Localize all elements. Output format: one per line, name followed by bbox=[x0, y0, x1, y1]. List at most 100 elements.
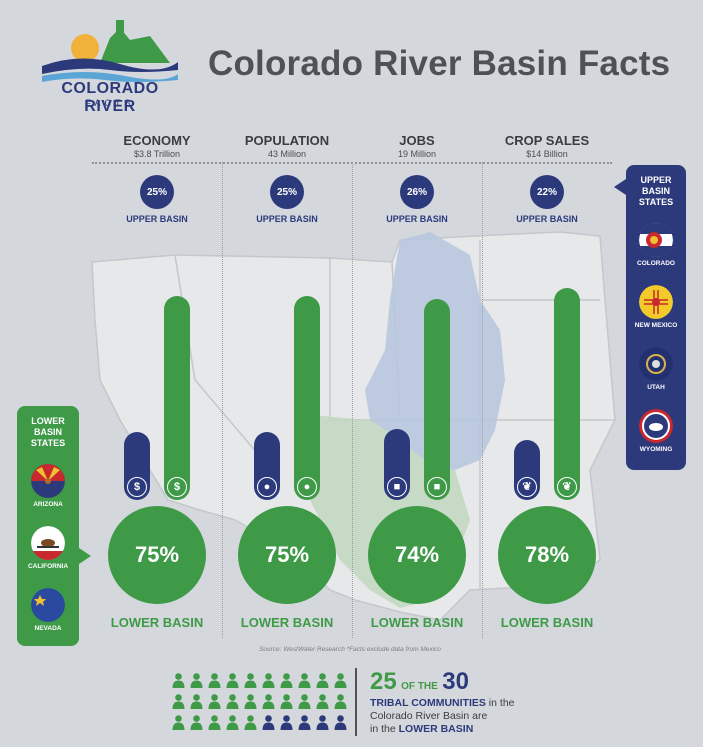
logo-wordmark: COLORADO RIVER bbox=[61, 80, 159, 115]
logo-subword: FACTS bbox=[85, 98, 135, 108]
category-header-jobs: JOBS 19 Million bbox=[352, 133, 482, 159]
tribal-total-count: 30 bbox=[442, 668, 469, 695]
person-icon bbox=[190, 715, 203, 730]
panel-pointer bbox=[614, 179, 626, 195]
leaf-icon: ❦ bbox=[557, 476, 577, 497]
leaf-icon: ❦ bbox=[517, 476, 537, 497]
person-icon bbox=[190, 694, 203, 709]
category-label: ECONOMY bbox=[123, 133, 191, 148]
state-name: COLORADO bbox=[637, 260, 675, 267]
upper-basin-bar: ❦ bbox=[514, 440, 540, 500]
lower-basin-label: LOWER BASIN bbox=[370, 615, 464, 630]
person-icon bbox=[334, 694, 347, 709]
lower-basin-label: LOWER BASIN bbox=[240, 615, 334, 630]
person-icon bbox=[298, 673, 311, 688]
lower-basin-percent: 75% bbox=[238, 506, 336, 604]
person-icon bbox=[316, 694, 329, 709]
briefcase-icon: ■ bbox=[387, 476, 407, 497]
upper-basin-label: UPPER BASIN bbox=[516, 214, 578, 224]
upper-basin-percent: 25% bbox=[270, 175, 304, 209]
person-icon: ● bbox=[297, 477, 317, 497]
person-icon bbox=[316, 673, 329, 688]
lower-basin-percent: 78% bbox=[498, 506, 596, 604]
person-icon bbox=[334, 673, 347, 688]
category-label: CROP SALES bbox=[504, 133, 590, 148]
person-icon bbox=[298, 715, 311, 730]
tribal-lower-count: 25 bbox=[370, 668, 397, 695]
person-icon bbox=[190, 673, 203, 688]
person-icon bbox=[172, 673, 185, 688]
tribal-stat-line2: TRIBAL COMMUNITIES in the bbox=[370, 697, 515, 709]
upper-basin-states-panel: UPPER BASIN STATES COLORADO NEW MEXICO UTA… bbox=[614, 165, 686, 470]
lower-basin-percent: 74% bbox=[368, 506, 466, 604]
logo bbox=[42, 20, 178, 82]
category-subtitle: 43 Million bbox=[267, 149, 307, 159]
person-icon bbox=[172, 694, 185, 709]
lower-basin-bar: ● bbox=[294, 296, 320, 500]
state-name: CALIFORNIA bbox=[27, 563, 69, 570]
person-icon bbox=[226, 673, 239, 688]
person-icon bbox=[280, 715, 293, 730]
lower-basin-bar: ❦ bbox=[554, 287, 580, 500]
person-icon bbox=[226, 715, 239, 730]
person-icon: ● bbox=[257, 477, 277, 497]
person-icon bbox=[226, 694, 239, 709]
state-name: UTAH bbox=[647, 384, 665, 391]
panel-title: UPPER BASIN STATES bbox=[638, 175, 674, 207]
upper-basin-label: UPPER BASIN bbox=[386, 214, 448, 224]
dollar-icon: $ bbox=[167, 477, 187, 497]
category-label: POPULATION bbox=[244, 133, 330, 148]
person-icon bbox=[208, 715, 221, 730]
arizona-flag-icon bbox=[31, 464, 65, 498]
column-divider bbox=[482, 162, 483, 638]
person-icon bbox=[208, 673, 221, 688]
stat-divider bbox=[355, 668, 357, 736]
category-subtitle: $14 Billion bbox=[526, 149, 568, 159]
upper-basin-bar: ● bbox=[254, 432, 280, 500]
state-name: ARIZONA bbox=[33, 501, 63, 508]
source-note: Source: WestWater Research *Facts exclud… bbox=[259, 646, 441, 653]
upper-basin-percent: 26% bbox=[400, 175, 434, 209]
person-icon bbox=[208, 694, 221, 709]
lower-basin-label: LOWER BASIN bbox=[500, 615, 594, 630]
person-icon bbox=[172, 715, 185, 730]
upper-basin-bar: ■ bbox=[384, 429, 410, 500]
upper-basin-label: UPPER BASIN bbox=[126, 214, 188, 224]
state-name: WYOMING bbox=[639, 446, 673, 453]
upper-basin-percent: 25% bbox=[140, 175, 174, 209]
wyoming-flag-icon bbox=[639, 409, 673, 443]
lower-basin-percent: 75% bbox=[108, 506, 206, 604]
state-name: NEW MEXICO bbox=[634, 322, 678, 329]
person-icon bbox=[262, 673, 275, 688]
person-icon bbox=[280, 694, 293, 709]
person-icon bbox=[334, 715, 347, 730]
panel-pointer bbox=[79, 548, 91, 564]
person-icon bbox=[316, 715, 329, 730]
tribal-stat-headline: 25 OF THE 30 bbox=[370, 668, 469, 696]
california-flag-icon bbox=[31, 526, 65, 560]
briefcase-icon: ■ bbox=[427, 476, 447, 497]
tribal-of-the: OF THE bbox=[401, 681, 438, 692]
panel-title: LOWER BASIN STATES bbox=[30, 416, 66, 448]
category-header-crop-sales: CROP SALES $14 Billion bbox=[482, 133, 612, 159]
upper-basin-percent: 22% bbox=[530, 175, 564, 209]
page-title: Colorado River Basin Facts bbox=[208, 44, 671, 83]
dollar-icon: $ bbox=[127, 477, 147, 497]
column-divider bbox=[352, 162, 353, 638]
person-icon bbox=[244, 715, 257, 730]
lower-basin-bar: ■ bbox=[424, 298, 450, 500]
upper-basin-bar: $ bbox=[124, 432, 150, 500]
category-header-population: POPULATION 43 Million bbox=[222, 133, 352, 159]
lower-basin-label: LOWER BASIN bbox=[110, 615, 204, 630]
nevada-flag-icon bbox=[31, 588, 65, 622]
state-name: NEVADA bbox=[34, 625, 62, 632]
column-divider bbox=[222, 162, 223, 638]
person-icon bbox=[280, 673, 293, 688]
new-mexico-flag-icon bbox=[639, 285, 673, 319]
person-icon bbox=[262, 694, 275, 709]
colorado-flag-icon bbox=[639, 223, 673, 257]
utah-flag-icon bbox=[639, 347, 673, 381]
lower-basin-states-panel: LOWER BASIN STATES ARIZONA CALIFORNIA NEVA… bbox=[17, 406, 91, 646]
lower-basin-bar: $ bbox=[164, 296, 190, 500]
upper-basin-label: UPPER BASIN bbox=[256, 214, 318, 224]
